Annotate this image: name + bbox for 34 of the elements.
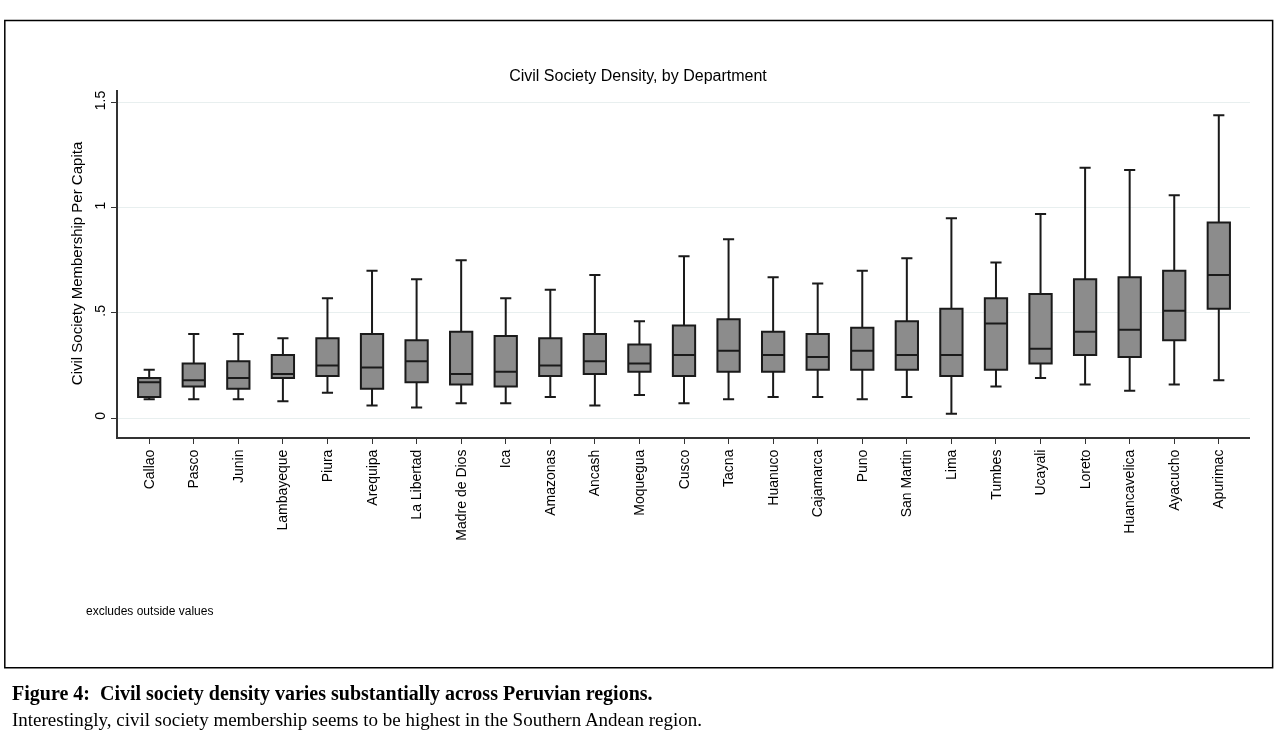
x-tick-label: Huanuco <box>764 449 781 506</box>
x-tick-label: Huancavelica <box>1121 449 1138 534</box>
caption: Figure 4: Civil society density varies substantially across Peruvian regions. <box>12 682 653 705</box>
chart-title: Civil Society Density, by Department <box>509 66 768 84</box>
y-tick-label: 0 <box>92 411 109 420</box>
x-tick-label: Madre de Dios <box>452 449 469 541</box>
x-tick-label: Arequipa <box>363 449 380 506</box>
x-tick-label: Ayacucho <box>1165 449 1182 511</box>
x-tick-label: Ancash <box>586 449 603 497</box>
x-tick-label: Ica <box>497 449 514 469</box>
x-tick-label: Cajamarca <box>809 449 826 518</box>
x-tick-label: Puno <box>853 449 870 483</box>
text: Interestingly, civil society membership seems to be highest in the Southern Andean region. <box>12 709 703 730</box>
x-tick-label: Tacna <box>720 449 737 487</box>
x-tick-label: La Libertad <box>408 449 425 520</box>
x-tick-label: Moquegua <box>630 449 647 516</box>
x-tick-label: Ucayali <box>1032 449 1049 496</box>
x-tick-label: Callao <box>140 449 157 490</box>
text: excludes outside values <box>86 604 214 618</box>
x-tick-label: Lambayeque <box>274 449 291 531</box>
y-tick-label: 1 <box>92 201 109 210</box>
x-tick-label: Piura <box>319 449 336 483</box>
x-tick-label: Cusco <box>675 449 692 490</box>
x-tick-label: Apurimac <box>1210 449 1227 509</box>
x-tick-label: Tumbes <box>987 449 1004 500</box>
x-tick-label: Lima <box>942 449 959 480</box>
x-tick-label: Amazonas <box>541 449 558 516</box>
x-tick-label: Junin <box>229 449 246 484</box>
x-tick-label: Pasco <box>185 449 202 489</box>
x-tick-label: San Martin <box>898 449 915 518</box>
y-tick-label: 1.5 <box>92 90 109 111</box>
y-axis-title: Civil Society Membership Per Capita <box>68 141 86 386</box>
x-tick-label: Loreto <box>1076 449 1093 490</box>
y-tick-label: .5 <box>92 304 109 317</box>
